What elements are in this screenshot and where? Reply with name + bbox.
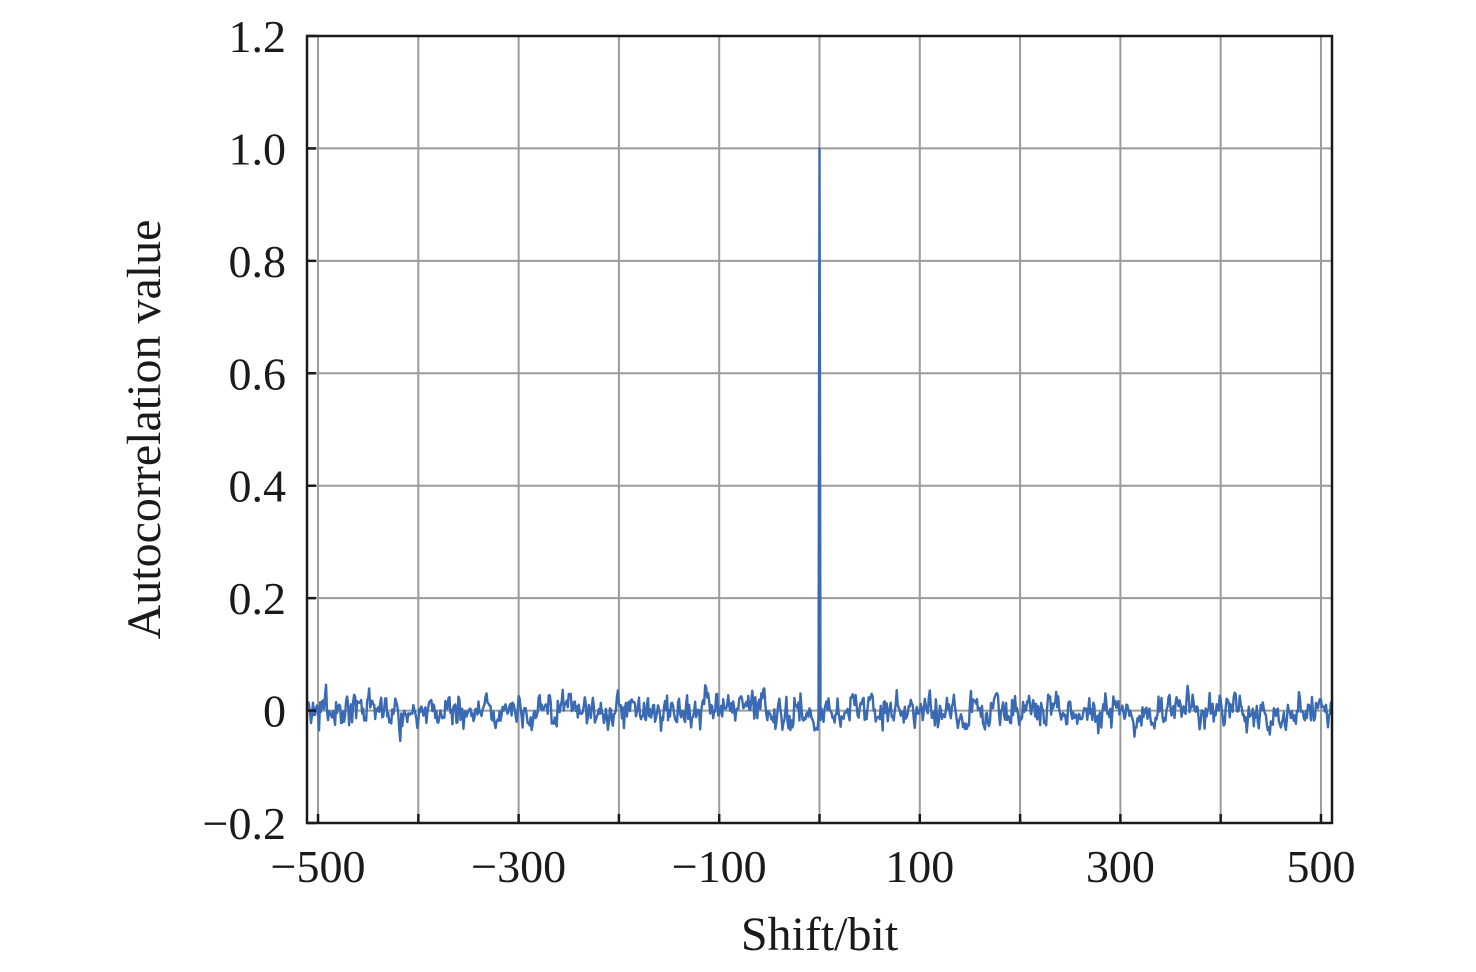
autocorrelation-series-line bbox=[306, 147, 1333, 743]
y-tick-label: 0.8 bbox=[229, 236, 287, 287]
y-axis-title: Autocorrelation value bbox=[118, 220, 171, 640]
x-axis-title: Shift/bit bbox=[741, 908, 899, 961]
y-tick-label: 0.4 bbox=[229, 461, 287, 512]
x-tick-label: 100 bbox=[885, 841, 954, 892]
y-tick-label: 0.6 bbox=[229, 348, 287, 399]
y-tick-label: 1.0 bbox=[229, 123, 287, 174]
x-tick-labels: −500 −300 −100 100 300 500 bbox=[271, 841, 1356, 892]
y-tick-labels: 1.2 1.0 0.8 0.6 0.4 0.2 0 −0.2 bbox=[203, 11, 286, 849]
series-group bbox=[306, 147, 1333, 743]
x-tick-label: −100 bbox=[672, 841, 767, 892]
y-tick-label: 0.2 bbox=[229, 573, 287, 624]
y-tick-label: 0 bbox=[263, 686, 286, 737]
x-tick-label: 500 bbox=[1286, 841, 1355, 892]
y-tick-label: −0.2 bbox=[203, 798, 286, 849]
y-tick-label: 1.2 bbox=[229, 11, 287, 62]
x-tick-label: 300 bbox=[1086, 841, 1155, 892]
x-tick-label: −300 bbox=[471, 841, 566, 892]
x-tick-label: −500 bbox=[271, 841, 366, 892]
tick-marks bbox=[307, 34, 1323, 825]
